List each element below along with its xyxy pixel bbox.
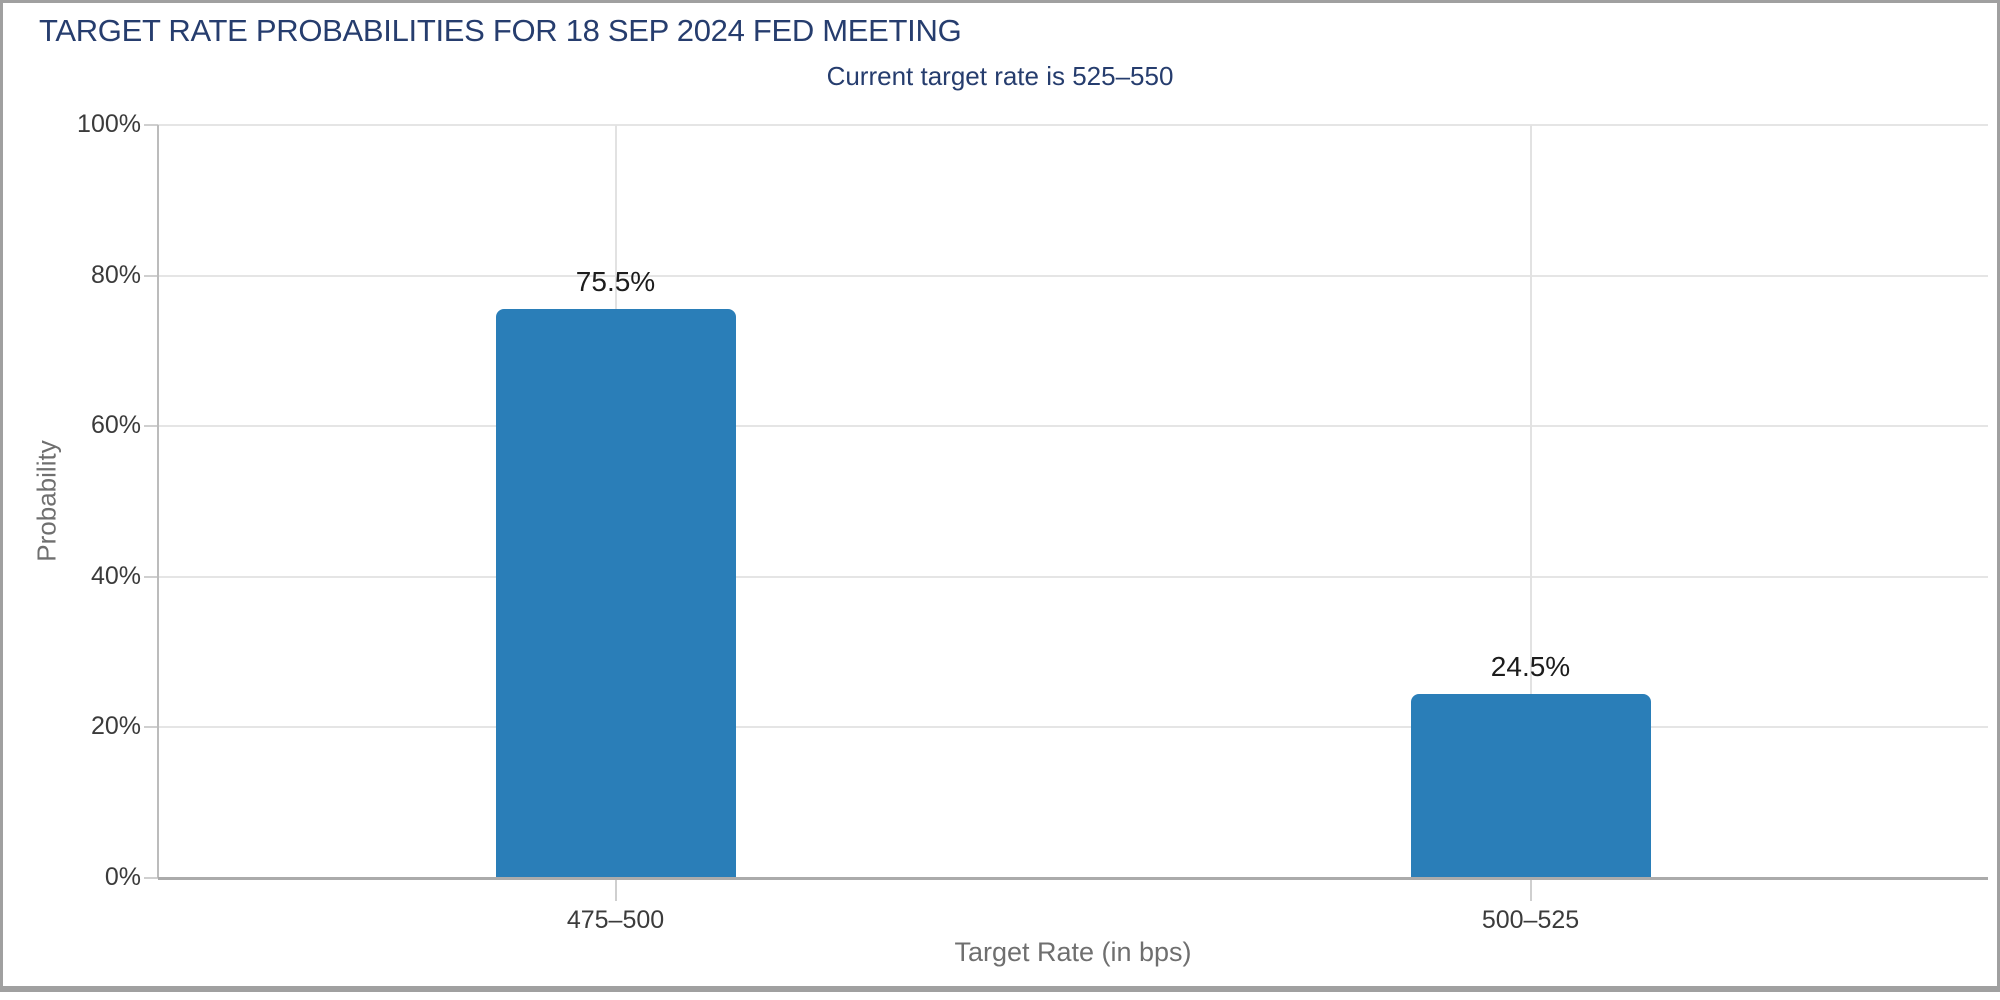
chart-title: TARGET RATE PROBABILITIES FOR 18 SEP 202…	[39, 13, 962, 48]
y-tick-label: 40%	[90, 561, 141, 590]
y-tick-mark	[144, 274, 158, 277]
y-tick-label: 80%	[90, 260, 141, 289]
y-gridline	[158, 575, 1988, 578]
y-gridline	[158, 726, 1988, 729]
y-tick-mark	[144, 124, 158, 126]
y-gridline	[158, 274, 1988, 277]
probability-bar[interactable]	[495, 309, 736, 878]
y-tick-label: 0%	[104, 863, 141, 891]
probability-bar[interactable]	[1410, 693, 1651, 878]
y-tick-label: 100%	[77, 110, 141, 138]
x-axis-title: Target Rate (in bps)	[954, 937, 1192, 967]
y-tick-mark	[144, 726, 158, 729]
y-tick-mark	[144, 575, 158, 578]
chart-subtitle: Current target rate is 525–550	[826, 61, 1174, 91]
x-axis-baseline	[158, 877, 1988, 880]
x-tick-mark	[1529, 880, 1532, 901]
y-tick-label: 20%	[90, 712, 141, 741]
y-axis-title: Probability	[31, 440, 62, 562]
y-tick-mark	[144, 425, 158, 428]
y-tick-label: 60%	[90, 411, 141, 440]
y-gridline	[158, 425, 1988, 428]
x-tick-mark	[614, 880, 617, 901]
x-gridline	[1529, 125, 1532, 878]
x-tick-label: 475–500	[566, 906, 665, 934]
bar-value-label: 75.5%	[575, 266, 656, 298]
y-tick-mark	[144, 877, 158, 879]
y-axis-line	[157, 125, 159, 878]
y-gridline	[158, 124, 1988, 126]
x-tick-label: 500–525	[1481, 906, 1580, 934]
bar-value-label: 24.5%	[1490, 650, 1571, 682]
